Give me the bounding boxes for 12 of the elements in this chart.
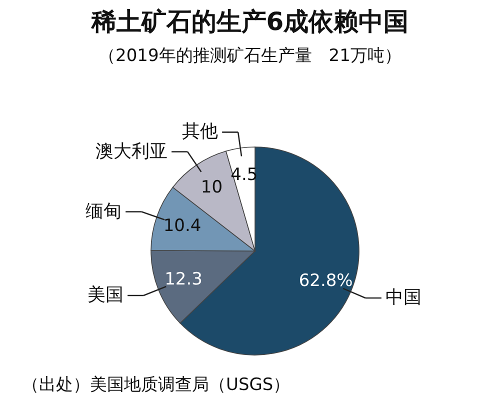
slice-label: 澳大利亚 [96, 140, 168, 162]
data-label: 62.8% [298, 271, 353, 292]
data-label: 12.3 [164, 270, 202, 290]
chart-subtitle: （2019年的推测矿石生产量 21万吨） [98, 46, 402, 66]
data-label: 10.4 [163, 216, 202, 236]
slice-label: 缅甸 [86, 200, 122, 222]
slice-label: 美国 [88, 284, 124, 306]
text: （出处）美国地质调查局（USGS） [22, 375, 290, 395]
chart-title: 稀土矿石的生产6成依赖中国 [90, 7, 409, 36]
slice-label: 其他 [182, 121, 218, 142]
slice-label: 中国 [385, 286, 422, 308]
data-label: 10 [200, 177, 223, 198]
